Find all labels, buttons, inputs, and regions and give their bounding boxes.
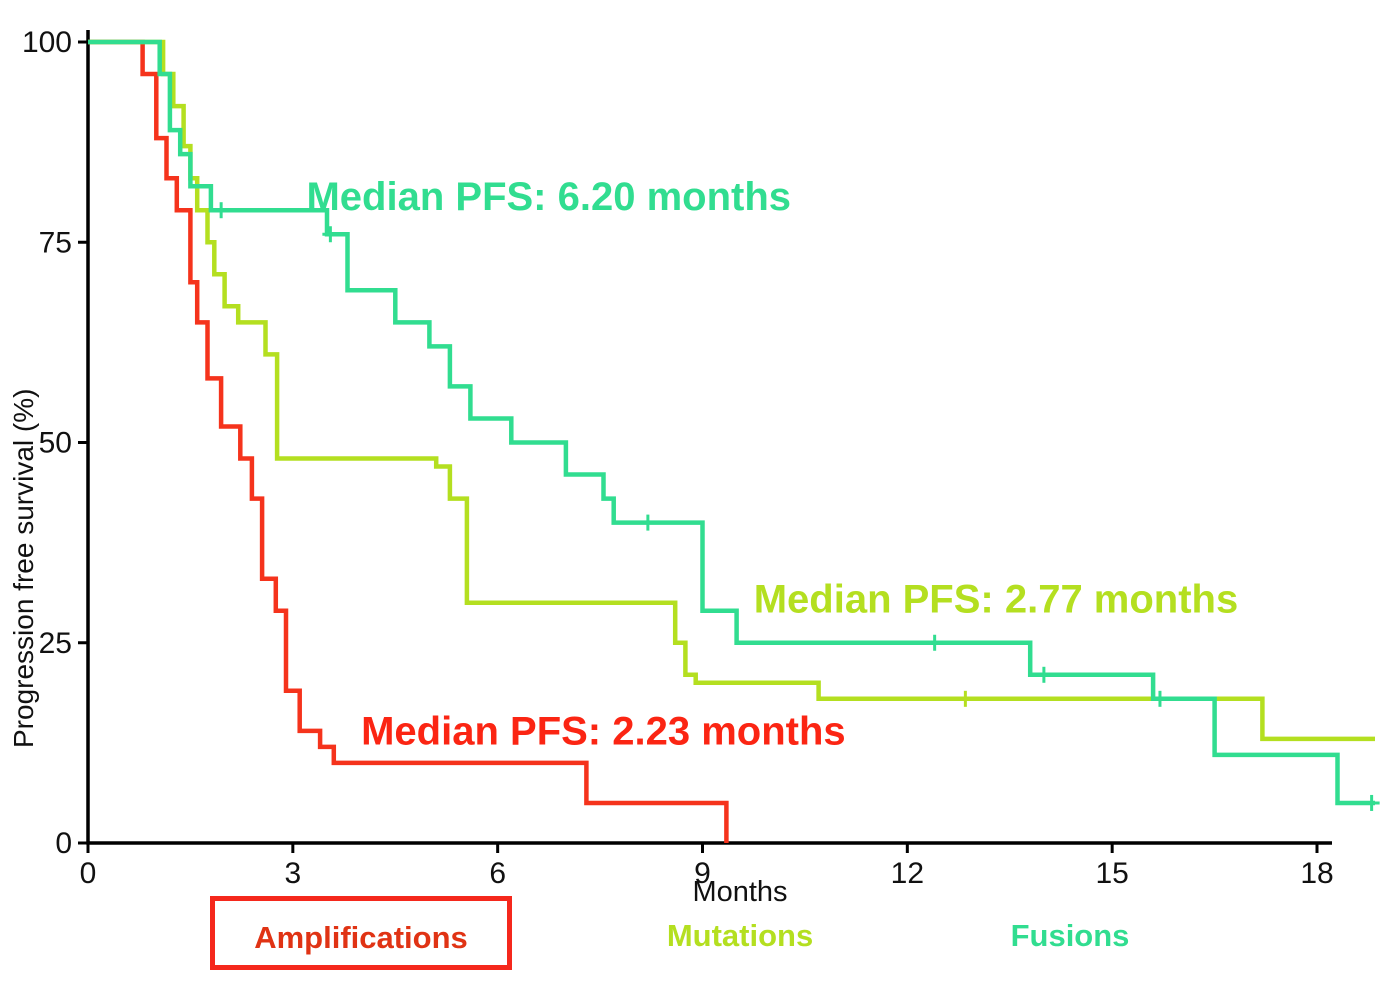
x-tick-label: 0 [80,857,97,890]
x-tick-label: 18 [1300,857,1333,890]
median-annotation-1: Median PFS: 2.77 months [754,577,1239,621]
x-tick-label: 12 [891,857,924,890]
legend-label-amplifications: Amplifications [254,920,468,955]
x-axis-title: Months [692,876,788,908]
series-line-amplifications [88,39,729,843]
legend-label-mutations: Mutations [666,918,814,953]
legend-item-mutations: Mutations [600,918,880,954]
y-tick-label: 0 [55,827,72,860]
y-tick-label: 25 [39,627,72,660]
legend-item-fusions: Fusions [930,918,1210,954]
legend-label-fusions: Fusions [1010,918,1130,953]
y-tick-label: 50 [39,427,72,460]
y-axis-title: Progression free survival (%) [8,388,39,748]
median-annotation-2: Median PFS: 2.23 months [361,709,846,753]
legend-item-amplifications: Amplifications [210,896,512,970]
x-tick-label: 9 [694,857,711,890]
series-line-mutations [88,39,1375,742]
x-tick-label: 6 [489,857,506,890]
y-tick-label: 100 [22,26,72,59]
median-annotation-0: Median PFS: 6.20 months [306,175,791,219]
x-tick-label: 3 [284,857,301,890]
series-line-fusions [88,39,1375,806]
y-tick-label: 75 [39,226,72,259]
x-tick-label: 15 [1095,857,1128,890]
